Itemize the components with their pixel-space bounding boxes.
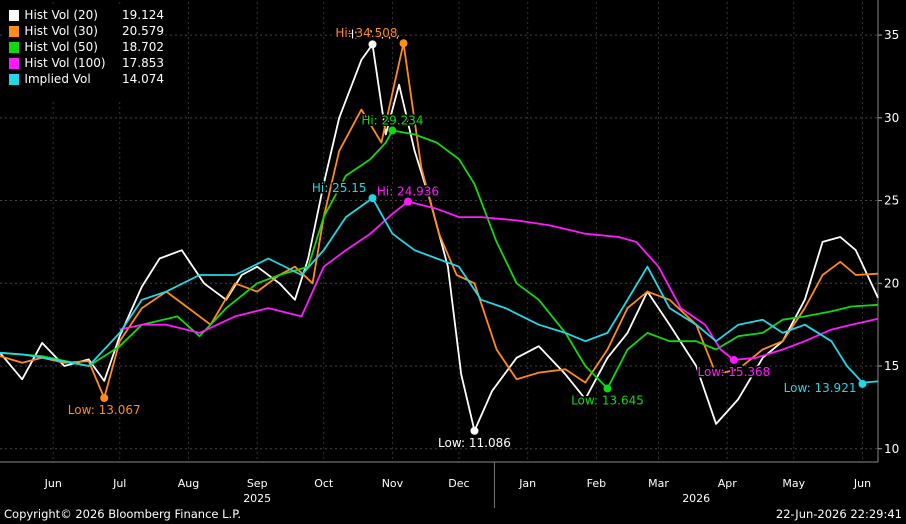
extreme-marker xyxy=(470,426,479,435)
extreme-label: Low: 13.067 xyxy=(68,403,141,417)
legend-label: Hist Vol (30) xyxy=(24,24,98,38)
extreme-label: Hi: 29.234 xyxy=(361,114,423,128)
x-tick-label: Nov xyxy=(382,477,404,490)
legend-value: 20.579 xyxy=(122,24,164,38)
legend-swatch xyxy=(9,9,20,21)
extreme-marker xyxy=(603,384,612,393)
legend-label: Implied Vol xyxy=(24,72,91,86)
legend-value: 14.074 xyxy=(122,72,164,86)
extreme-label: Hi: 34.508 xyxy=(335,26,397,40)
legend-swatch xyxy=(9,57,20,69)
extreme-label: Hi: 34.44 xyxy=(345,27,400,41)
year-label: 2026 xyxy=(682,492,710,505)
legend-value: 18.702 xyxy=(122,40,164,54)
x-tick-label: Dec xyxy=(448,477,469,490)
x-tick-label: Jun xyxy=(853,477,871,490)
legend-item: Implied Vol 14.074 xyxy=(4,71,164,87)
series-line xyxy=(0,197,879,384)
legend-swatch xyxy=(9,41,20,53)
legend-item: Hist Vol (100) 17.853 xyxy=(4,55,164,71)
extreme-marker xyxy=(368,40,377,49)
extreme-label: Low: 15.368 xyxy=(697,365,770,379)
y-tick-label: 30 xyxy=(884,111,899,125)
timestamp-text: 22-Jun-2026 22:29:41 xyxy=(775,507,902,521)
x-tick-label: Aug xyxy=(178,477,199,490)
y-tick-label: 10 xyxy=(884,442,899,456)
series-line xyxy=(0,42,879,399)
x-tick-label: Apr xyxy=(718,477,738,490)
extreme-marker xyxy=(399,39,408,48)
legend-label: Hist Vol (100) xyxy=(24,56,106,70)
extreme-label: Low: 13.645 xyxy=(571,393,644,407)
copyright-text: Copyright© 2026 Bloomberg Finance L.P. xyxy=(4,507,241,521)
extreme-marker xyxy=(729,355,738,364)
x-tick-label: Jul xyxy=(112,477,126,490)
y-tick-label: 35 xyxy=(884,28,899,42)
x-tick-label: Feb xyxy=(587,477,606,490)
y-tick-label: 15 xyxy=(884,359,899,373)
x-tick-label: Jun xyxy=(44,477,62,490)
x-tick-label: Mar xyxy=(648,477,669,490)
extreme-marker xyxy=(388,126,397,135)
y-tick-label: 25 xyxy=(884,194,899,208)
legend-label: Hist Vol (20) xyxy=(24,8,98,22)
extreme-label: Hi: 24.936 xyxy=(377,185,439,199)
extreme-marker xyxy=(100,394,109,403)
extreme-marker xyxy=(858,379,867,388)
legend-value: 19.124 xyxy=(122,8,164,22)
legend: Hist Vol (20) 19.124 Hist Vol (30) 20.579 … xyxy=(4,7,164,99)
y-tick-label: 20 xyxy=(884,276,899,290)
legend-label: Hist Vol (50) xyxy=(24,40,98,54)
x-tick-label: Jan xyxy=(518,477,536,490)
legend-swatch xyxy=(9,73,20,85)
legend-swatch xyxy=(9,25,20,37)
x-tick-label: Oct xyxy=(314,477,334,490)
legend-item: Hist Vol (30) 20.579 xyxy=(4,23,164,39)
extreme-marker xyxy=(403,197,412,206)
extreme-label: Hi: 25.15 xyxy=(312,181,367,195)
legend-item: Hist Vol (50) 18.702 xyxy=(4,39,164,55)
extreme-label: Low: 13.921 xyxy=(784,381,857,395)
legend-item: Hist Vol (20) 19.124 xyxy=(4,7,164,23)
year-label: 2025 xyxy=(243,492,271,505)
legend-value: 17.853 xyxy=(122,56,164,70)
extreme-marker xyxy=(368,194,377,203)
x-tick-label: Sep xyxy=(247,477,268,490)
series-line xyxy=(0,43,879,432)
extreme-label: Low: 11.086 xyxy=(438,436,511,450)
x-tick-label: May xyxy=(782,477,805,490)
series-line xyxy=(119,200,879,361)
